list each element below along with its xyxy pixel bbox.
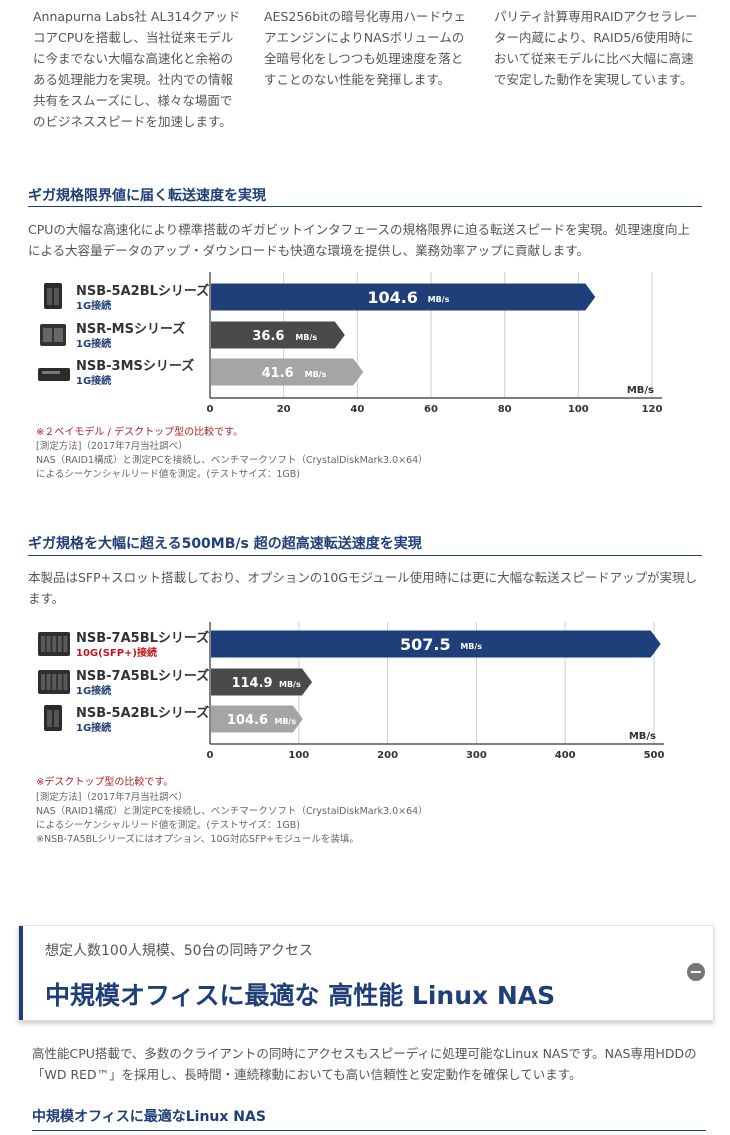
section2-title: ギガ規格を大幅に超える500MB/s 超の超高速転送速度を実現 bbox=[28, 536, 422, 552]
section2-note-line: [測定方法]（2017年7月当社調べ） bbox=[36, 792, 188, 803]
product-name: NSB-5A2BLシリーズ bbox=[76, 283, 209, 299]
promo-banner: 想定人数100人規模、50台の同時アクセス 中規模オフィスに最適な 高性能 Li… bbox=[18, 925, 714, 1021]
bar-value-unit: MB/s bbox=[295, 333, 317, 342]
feature-cpu: Annapurna Labs社 AL314クアッドコアCPUを搭載し、当社従来モ… bbox=[33, 9, 241, 129]
bar-value-unit: MB/s bbox=[274, 717, 296, 726]
nas-device-icon bbox=[44, 283, 62, 309]
x-tick-label: 40 bbox=[350, 404, 364, 415]
promo-title: 中規模オフィスに最適な 高性能 Linux NAS bbox=[45, 981, 556, 1010]
product-connection: 1G接続 bbox=[76, 337, 111, 350]
x-tick-label: 120 bbox=[642, 404, 663, 415]
bar bbox=[211, 668, 313, 696]
section1-title: ギガ規格限界値に届く転送速度を実現 bbox=[28, 188, 266, 204]
bar-value-unit: MB/s bbox=[279, 680, 301, 689]
x-tick-label: 400 bbox=[555, 750, 576, 761]
x-tick-label: 300 bbox=[466, 750, 487, 761]
x-tick-label: 500 bbox=[644, 750, 665, 761]
nas-device-icon bbox=[38, 632, 70, 656]
bar-value-label: 507.5 bbox=[400, 635, 451, 654]
bar bbox=[211, 321, 345, 349]
section2-note-line: NAS（RAID1構成）と測定PCを接続し、ベンチマークソフト（CrystalD… bbox=[36, 806, 428, 817]
bar bbox=[211, 630, 661, 658]
product-name: NSB-5A2BLシリーズ bbox=[76, 705, 209, 721]
section1-note-red: ※２ベイモデル / デスクトップ型の比較です。 bbox=[36, 427, 244, 438]
section2-note-line: ※NSB-7A5BLシリーズにはオプション、10G対応SFP+モジュールを装填。 bbox=[36, 834, 359, 845]
product-connection: 1G接続 bbox=[76, 374, 111, 387]
bar-value-label: 104.6 bbox=[367, 288, 418, 307]
x-tick-label: 20 bbox=[277, 404, 291, 415]
bar-value-label: 41.6 bbox=[262, 366, 294, 381]
x-tick-label: 200 bbox=[377, 750, 398, 761]
x-axis-unit: MB/s bbox=[627, 385, 654, 396]
bar-value-label: 104.6 bbox=[227, 713, 268, 728]
bar-value-unit: MB/s bbox=[460, 642, 482, 651]
product-connection: 1G接続 bbox=[76, 684, 111, 697]
x-tick-label: 100 bbox=[568, 404, 589, 415]
section1-note-line: によるシーケンシャルリード値を測定。(テストサイズ：1GB) bbox=[36, 469, 300, 480]
section2-rule bbox=[28, 555, 702, 556]
bottom-heading: 中規模オフィスに最適なLinux NAS bbox=[32, 1109, 266, 1125]
section1-rule bbox=[28, 206, 702, 207]
section2-note-line: によるシーケンシャルリード値を測定。(テストサイズ：1GB) bbox=[36, 820, 300, 831]
product-connection: 1G接続 bbox=[76, 721, 111, 734]
section1-description: CPUの大幅な高速化により標準搭載のギガビットインタフェースの規格限界に迫る転送… bbox=[28, 222, 691, 258]
bar-value-unit: MB/s bbox=[305, 370, 327, 379]
product-connection: 10G(SFP+)接続 bbox=[76, 646, 157, 659]
product-name: NSB-3MSシリーズ bbox=[76, 358, 194, 374]
promo-accent-bar bbox=[19, 926, 23, 1020]
x-tick-label: 80 bbox=[498, 404, 512, 415]
nas-device-icon bbox=[38, 670, 70, 694]
intro-text: 高性能CPU搭載で、多数のクライアントの同時にアクセスもスピーディに処理可能なL… bbox=[32, 1046, 697, 1082]
bar bbox=[211, 705, 303, 733]
section1-note-line: [測定方法]（2017年7月当社調べ） bbox=[36, 441, 188, 452]
bar-value-label: 114.9 bbox=[231, 676, 272, 691]
bottom-rule bbox=[32, 1130, 706, 1131]
x-axis-unit: MB/s bbox=[629, 731, 656, 742]
product-name: NSB-7A5BLシリーズ bbox=[76, 668, 209, 684]
x-tick-label: 0 bbox=[207, 750, 214, 761]
product-name: NSR-MSシリーズ bbox=[76, 321, 185, 337]
promo-subtitle: 想定人数100人規模、50台の同時アクセス bbox=[45, 943, 313, 959]
feature-raid: パリティ計算専用RAIDアクセラレーター内蔵により、RAID5/6使用時において… bbox=[494, 9, 698, 87]
section2-notes: [測定方法]（2017年7月当社調べ） NAS（RAID1構成）と測定PCを接続… bbox=[36, 791, 428, 847]
product-connection: 1G接続 bbox=[76, 299, 111, 312]
nas-device-icon bbox=[44, 705, 62, 731]
x-tick-label: 0 bbox=[207, 404, 214, 415]
bar-value-unit: MB/s bbox=[428, 295, 450, 304]
section2-description: 本製品はSFP+スロット搭載しており、オプションの10Gモジュール使用時には更に… bbox=[28, 570, 698, 606]
section1-note-line: NAS（RAID1構成）と測定PCを接続し、ベンチマークソフト（CrystalD… bbox=[36, 455, 428, 466]
nas-device-icon bbox=[38, 368, 70, 381]
section2-note-red: ※デスクトップ型の比較です。 bbox=[36, 777, 174, 788]
section1-notes: [測定方法]（2017年7月当社調べ） NAS（RAID1構成）と測定PCを接続… bbox=[36, 440, 428, 482]
bar-value-label: 36.6 bbox=[252, 329, 284, 344]
bar bbox=[211, 283, 596, 311]
feature-encryption: AES256bitの暗号化専用ハードウェアエンジンによりNASボリュームの全暗号… bbox=[264, 9, 467, 87]
bar bbox=[211, 358, 364, 386]
x-tick-label: 60 bbox=[424, 404, 438, 415]
minus-circle-icon[interactable]: − bbox=[687, 963, 705, 981]
x-tick-label: 100 bbox=[288, 750, 309, 761]
product-name: NSB-7A5BLシリーズ bbox=[76, 630, 209, 646]
nas-device-icon bbox=[40, 324, 66, 346]
